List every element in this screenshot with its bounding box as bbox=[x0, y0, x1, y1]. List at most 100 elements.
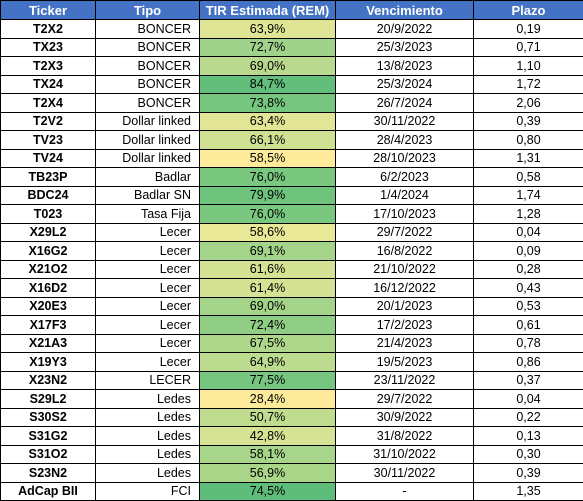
tipo-cell: BONCER bbox=[96, 20, 200, 39]
tir-cell: 72,7% bbox=[200, 38, 336, 57]
ticker-cell: T2X4 bbox=[1, 94, 96, 113]
plazo-cell: 0,61 bbox=[474, 316, 583, 335]
plazo-cell: 0,86 bbox=[474, 353, 583, 372]
plazo-cell: 0,09 bbox=[474, 242, 583, 261]
tir-cell: 73,8% bbox=[200, 94, 336, 113]
vencimiento-cell: 17/2/2023 bbox=[336, 316, 474, 335]
tir-cell: 72,4% bbox=[200, 316, 336, 335]
vencimiento-cell: 31/10/2022 bbox=[336, 445, 474, 464]
tipo-cell: Lecer bbox=[96, 223, 200, 242]
ticker-cell: S23N2 bbox=[1, 464, 96, 483]
ticker-cell: X16G2 bbox=[1, 242, 96, 261]
ticker-cell: X21A3 bbox=[1, 334, 96, 353]
plazo-cell: 0,04 bbox=[474, 223, 583, 242]
tipo-cell: LECER bbox=[96, 371, 200, 390]
header-tir: TIR Estimada (REM) bbox=[200, 1, 336, 20]
tir-cell: 69,0% bbox=[200, 297, 336, 316]
tipo-cell: Lecer bbox=[96, 279, 200, 298]
ticker-cell: S30S2 bbox=[1, 408, 96, 427]
header-row: Ticker Tipo TIR Estimada (REM) Vencimien… bbox=[1, 1, 583, 20]
header-tipo: Tipo bbox=[96, 1, 200, 20]
plazo-cell: 0,39 bbox=[474, 112, 583, 131]
tir-cell: 56,9% bbox=[200, 464, 336, 483]
tipo-cell: Ledes bbox=[96, 464, 200, 483]
vencimiento-cell: 28/4/2023 bbox=[336, 131, 474, 150]
tipo-cell: Tasa Fija bbox=[96, 205, 200, 224]
tipo-cell: Ledes bbox=[96, 427, 200, 446]
plazo-cell: 1,10 bbox=[474, 57, 583, 76]
plazo-cell: 0,58 bbox=[474, 168, 583, 187]
tipo-cell: BONCER bbox=[96, 94, 200, 113]
vencimiento-cell: 1/4/2024 bbox=[336, 186, 474, 205]
plazo-cell: 0,43 bbox=[474, 279, 583, 298]
header-plazo: Plazo bbox=[474, 1, 583, 20]
ticker-cell: TV24 bbox=[1, 149, 96, 168]
vencimiento-cell: 20/1/2023 bbox=[336, 297, 474, 316]
ticker-cell: TV23 bbox=[1, 131, 96, 150]
vencimiento-cell: 30/11/2022 bbox=[336, 464, 474, 483]
ticker-cell: X16D2 bbox=[1, 279, 96, 298]
ticker-cell: S31O2 bbox=[1, 445, 96, 464]
vencimiento-cell: 30/11/2022 bbox=[336, 112, 474, 131]
tipo-cell: Dollar linked bbox=[96, 131, 200, 150]
vencimiento-cell: 17/10/2023 bbox=[336, 205, 474, 224]
ticker-cell: T2X2 bbox=[1, 20, 96, 39]
plazo-cell: 0,19 bbox=[474, 20, 583, 39]
tir-cell: 69,0% bbox=[200, 57, 336, 76]
ticker-cell: X21O2 bbox=[1, 260, 96, 279]
vencimiento-cell: 19/5/2023 bbox=[336, 353, 474, 372]
tir-cell: 58,1% bbox=[200, 445, 336, 464]
tir-cell: 58,6% bbox=[200, 223, 336, 242]
tipo-cell: Dollar linked bbox=[96, 112, 200, 131]
tir-cell: 69,1% bbox=[200, 242, 336, 261]
tir-cell: 79,9% bbox=[200, 186, 336, 205]
ticker-cell: S29L2 bbox=[1, 390, 96, 409]
vencimiento-cell: 25/3/2023 bbox=[336, 38, 474, 57]
tir-cell: 76,0% bbox=[200, 168, 336, 187]
vencimiento-cell: 6/2/2023 bbox=[336, 168, 474, 187]
plazo-cell: 0,13 bbox=[474, 427, 583, 446]
vencimiento-cell: 31/8/2022 bbox=[336, 427, 474, 446]
ticker-cell: T2V2 bbox=[1, 112, 96, 131]
tir-cell: 64,9% bbox=[200, 353, 336, 372]
vencimiento-cell: 21/4/2023 bbox=[336, 334, 474, 353]
plazo-cell: 1,31 bbox=[474, 149, 583, 168]
tipo-cell: BONCER bbox=[96, 38, 200, 57]
ticker-cell: TX23 bbox=[1, 38, 96, 57]
vencimiento-cell: 28/10/2023 bbox=[336, 149, 474, 168]
tipo-cell: BONCER bbox=[96, 57, 200, 76]
vencimiento-cell: 23/11/2022 bbox=[336, 371, 474, 390]
vencimiento-cell: 16/12/2022 bbox=[336, 279, 474, 298]
vencimiento-cell: 26/7/2024 bbox=[336, 94, 474, 113]
plazo-cell: 0,53 bbox=[474, 297, 583, 316]
ticker-cell: AdCap BII bbox=[1, 482, 96, 501]
vencimiento-cell: 16/8/2022 bbox=[336, 242, 474, 261]
plazo-cell: 0,30 bbox=[474, 445, 583, 464]
tir-cell: 63,4% bbox=[200, 112, 336, 131]
plazo-cell: 0,28 bbox=[474, 260, 583, 279]
tir-cell: 76,0% bbox=[200, 205, 336, 224]
tipo-cell: BONCER bbox=[96, 75, 200, 94]
tir-cell: 50,7% bbox=[200, 408, 336, 427]
ticker-cell: BDC24 bbox=[1, 186, 96, 205]
tipo-cell: Lecer bbox=[96, 316, 200, 335]
tir-cell: 42,8% bbox=[200, 427, 336, 446]
